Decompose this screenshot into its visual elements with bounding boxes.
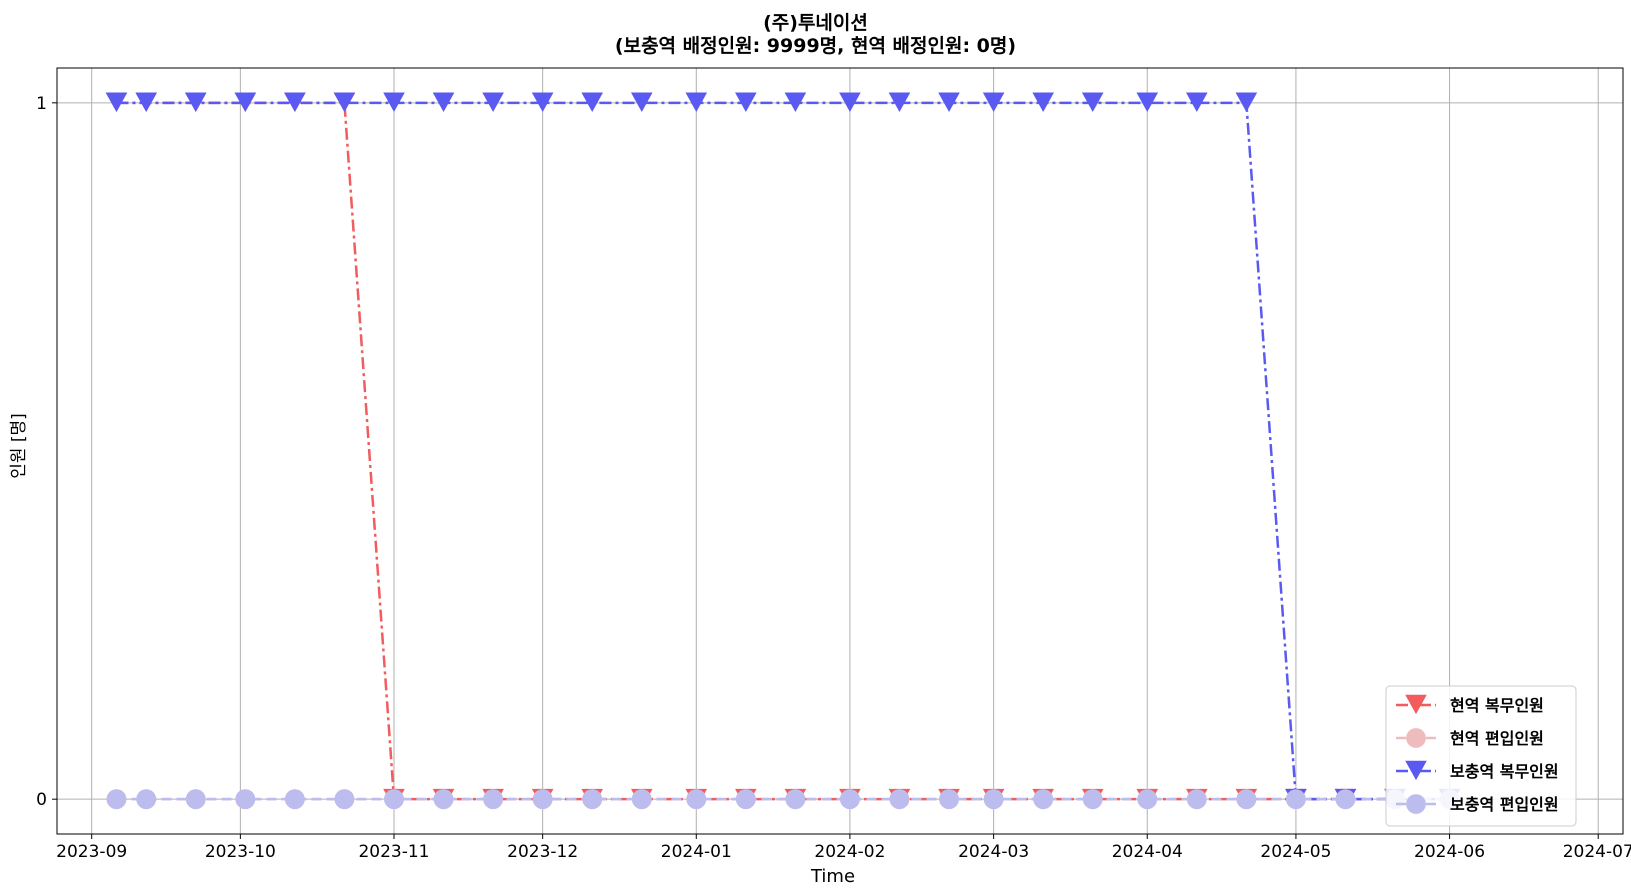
data-point	[785, 789, 806, 810]
data-point	[432, 92, 455, 112]
series-3	[105, 92, 1461, 809]
data-point	[685, 92, 708, 112]
legend-entry: 현역 편입인원	[1396, 728, 1544, 748]
legend-entry: 현역 복무인원	[1396, 694, 1544, 715]
data-point	[136, 789, 157, 810]
y-tick-label: 1	[36, 94, 47, 114]
legend-marker	[1405, 760, 1427, 781]
data-point	[735, 789, 756, 810]
chart-title: (주)투네이션	[763, 12, 868, 34]
data-point	[631, 789, 652, 810]
data-point	[840, 789, 860, 810]
legend-marker	[1406, 728, 1426, 748]
data-point	[433, 789, 454, 810]
data-point	[784, 92, 807, 112]
data-point	[383, 92, 405, 112]
data-point	[1286, 789, 1306, 810]
data-point	[1081, 92, 1104, 112]
plot-frame	[56, 67, 1624, 835]
data-point	[235, 789, 256, 810]
data-point	[939, 789, 959, 810]
x-tick-label: 2024-03	[958, 842, 1029, 862]
data-point	[888, 92, 911, 112]
data-point	[839, 92, 861, 112]
x-axis: 2023-09 2023-10 2023-11 2023-12 2024-01 2024-…	[56, 834, 1631, 862]
data-point	[483, 789, 504, 810]
data-point	[1082, 789, 1103, 810]
data-point	[532, 789, 553, 810]
data-point	[105, 92, 128, 112]
legend-box	[1385, 685, 1577, 827]
data-point	[234, 92, 257, 112]
data-point	[284, 92, 306, 112]
x-tick-label: 2023-12	[507, 842, 578, 862]
series-line	[116, 101, 1450, 801]
x-tick-label: 2024-01	[661, 842, 732, 862]
data-point	[184, 92, 207, 112]
legend-marker	[1406, 794, 1426, 814]
x-tick-label: 2023-09	[56, 842, 127, 862]
legend-label: 보충역 복무인원	[1450, 762, 1559, 781]
data-point	[1137, 789, 1158, 810]
data-point	[333, 92, 356, 112]
data-point	[106, 789, 127, 810]
x-tick-label: 2023-10	[205, 842, 276, 862]
data-point	[735, 92, 757, 112]
data-point	[1032, 92, 1054, 112]
x-tick-label: 2024-07	[1563, 842, 1631, 862]
data-point	[1235, 92, 1258, 112]
x-axis-label: Time	[810, 866, 855, 887]
x-tick-label: 2024-05	[1260, 842, 1331, 862]
x-tick-label: 2023-11	[358, 842, 429, 862]
x-tick-label: 2024-06	[1414, 842, 1485, 862]
data-point	[1186, 789, 1207, 810]
data-point	[384, 789, 404, 810]
legend-entry: 보충역 편입인원	[1396, 794, 1559, 814]
data-point	[1186, 92, 1208, 112]
data-point	[938, 92, 960, 112]
series-line	[116, 101, 1450, 801]
legend-entry: 보충역 복무인원	[1396, 760, 1559, 781]
data-point	[135, 92, 158, 112]
legend-label: 현역 복무인원	[1450, 696, 1544, 715]
series-layer	[105, 92, 1461, 810]
series-1	[105, 92, 1461, 809]
x-tick-label: 2024-02	[814, 842, 885, 862]
y-axis: 01	[36, 94, 57, 810]
data-point	[889, 789, 910, 810]
data-point	[185, 789, 206, 810]
data-point	[1136, 92, 1159, 112]
data-point	[1335, 789, 1356, 810]
legend-label: 현역 편입인원	[1450, 729, 1544, 748]
y-tick-label: 0	[36, 790, 47, 810]
data-point	[334, 789, 355, 810]
data-point	[531, 92, 554, 112]
data-point	[582, 789, 603, 810]
data-point	[982, 92, 1005, 112]
data-point	[1236, 789, 1257, 810]
data-point	[482, 92, 504, 112]
data-point	[1033, 789, 1054, 810]
series-4	[106, 789, 1460, 810]
data-point	[630, 92, 653, 112]
data-point	[581, 92, 604, 112]
grid-lines	[57, 68, 1623, 834]
x-tick-label: 2024-04	[1112, 842, 1183, 862]
legend-marker	[1405, 694, 1427, 715]
legend-label: 보충역 편입인원	[1450, 795, 1559, 814]
data-point	[686, 789, 707, 810]
y-axis-label: 인원 [명]	[9, 413, 29, 479]
data-point	[983, 789, 1004, 810]
chart-subtitle: (보충역 배정인원: 9999명, 현역 배정인원: 0명)	[614, 35, 1017, 57]
data-point	[284, 789, 305, 810]
